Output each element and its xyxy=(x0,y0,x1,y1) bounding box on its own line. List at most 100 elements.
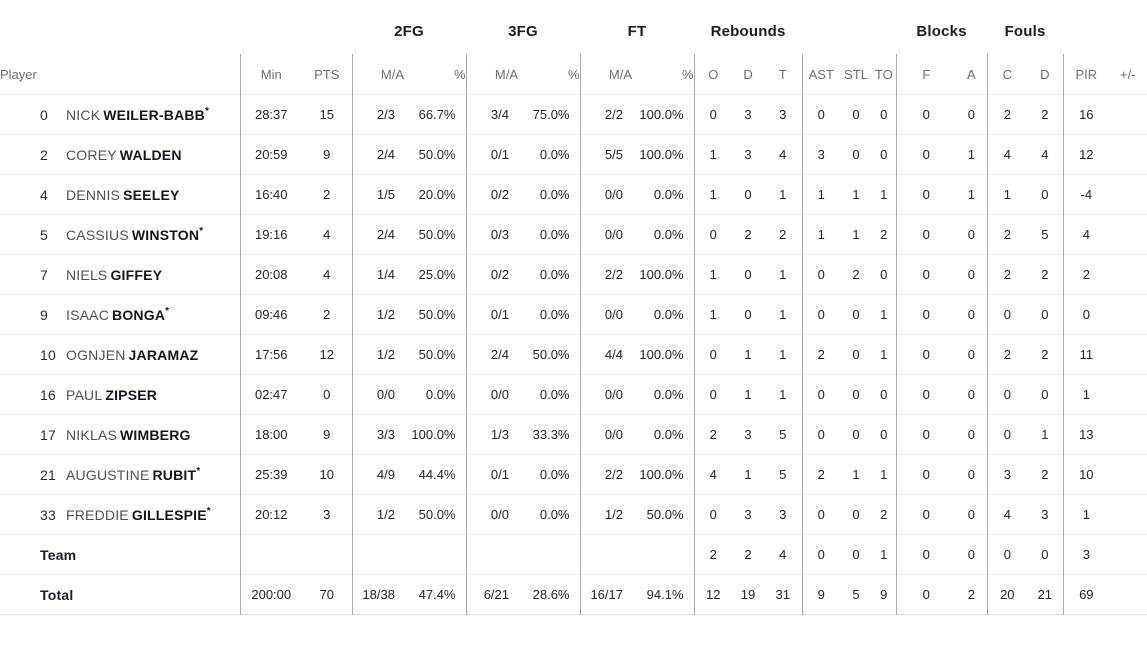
table-header: 2FG 3FG FT Rebounds Blocks Fouls Player … xyxy=(0,8,1147,95)
plus-minus-cell xyxy=(1109,294,1147,335)
min-cell: 20:12 xyxy=(239,494,302,535)
3fg-ma-cell: 0/1 xyxy=(465,454,518,495)
reb-d-cell: 1 xyxy=(744,467,752,482)
player-cell: 33 FREDDIE GILLESPIE* xyxy=(0,495,240,535)
player-first-name: NIKLAS xyxy=(66,426,117,443)
to-cell: 0 xyxy=(880,387,888,402)
2fg-pct-cell: 50.0% xyxy=(418,307,456,322)
reb-t-cell: 4 xyxy=(779,147,787,162)
foul-c-cell: 2 xyxy=(986,214,1028,255)
foul-c-cell: 0 xyxy=(986,374,1028,415)
foul-c-cell: 0 xyxy=(986,534,1028,575)
table-row: Total 200:00 70 18/38 47.4% 6/21 28.6% 1… xyxy=(0,574,1147,615)
ft-ma-cell: 0/0 xyxy=(579,214,632,255)
blk-f-cell: 0 xyxy=(895,414,957,455)
2fg-ma-cell: 3/3 xyxy=(351,414,404,455)
plus-minus-cell xyxy=(1109,134,1147,175)
pts-cell: 9 xyxy=(323,427,331,442)
player-cell: 10 OGNJEN JARAMAZ xyxy=(0,335,240,375)
blk-f-cell: 0 xyxy=(895,254,957,295)
to-cell: 1 xyxy=(880,187,888,202)
min-cell: 19:16 xyxy=(239,214,302,255)
reb-t-cell: 1 xyxy=(779,347,787,362)
reb-o-cell: 1 xyxy=(693,294,733,335)
starter-mark: * xyxy=(206,505,211,517)
stl-cell: 0 xyxy=(852,507,860,522)
to-cell: 1 xyxy=(880,347,888,362)
plus-minus-cell xyxy=(1109,534,1147,575)
ft-pct-cell: 0.0% xyxy=(653,187,684,202)
pir-cell: 1 xyxy=(1062,494,1110,535)
3fg-pct-cell: 0.0% xyxy=(539,227,570,242)
2fg-ma-cell: 1/2 xyxy=(351,294,404,335)
min-cell: 20:59 xyxy=(239,134,302,175)
ft-pct-cell: 94.1% xyxy=(646,587,684,602)
blk-f-cell: 0 xyxy=(895,534,957,575)
3fg-pct-cell: 50.0% xyxy=(532,347,570,362)
blk-a-cell: 0 xyxy=(967,107,975,122)
3fg-pct-cell: 0.0% xyxy=(539,147,570,162)
col-header-foul-c: C xyxy=(986,54,1028,95)
ast-cell: 0 xyxy=(801,374,841,415)
3fg-pct-cell: 33.3% xyxy=(532,427,570,442)
2fg-ma-cell: 0/0 xyxy=(351,374,404,415)
plus-minus-cell xyxy=(1109,454,1147,495)
player-last-name: WINSTON xyxy=(131,226,200,243)
2fg-pct-cell: 66.7% xyxy=(418,107,456,122)
pts-cell: 9 xyxy=(323,147,331,162)
reb-o-cell: 0 xyxy=(693,94,733,135)
reb-t-cell: 1 xyxy=(779,187,787,202)
to-cell: 1 xyxy=(880,307,888,322)
ft-ma-cell: 4/4 xyxy=(579,334,632,375)
player-first-name: ISAAC xyxy=(66,306,110,323)
reb-d-cell: 0 xyxy=(744,307,752,322)
group-spacer-pir xyxy=(1063,8,1147,54)
ft-ma-cell: 0/0 xyxy=(579,294,632,335)
pir-cell: 0 xyxy=(1062,294,1110,335)
min-cell: 25:39 xyxy=(239,454,302,495)
player-cell: 21 AUGUSTINE RUBIT* xyxy=(0,455,240,495)
blk-f-cell: 0 xyxy=(895,214,957,255)
ast-cell: 0 xyxy=(801,294,841,335)
foul-d-cell: 4 xyxy=(1041,147,1049,162)
2fg-pct-cell: 50.0% xyxy=(418,147,456,162)
min-cell: 20:08 xyxy=(239,254,302,295)
3fg-pct-cell: 0.0% xyxy=(539,307,570,322)
reb-o-cell: 1 xyxy=(693,134,733,175)
col-header-3fg-ma: M/A xyxy=(465,54,518,95)
ft-ma-cell: 2/2 xyxy=(579,454,632,495)
player-first-name: OGNJEN xyxy=(66,346,126,363)
pts-cell: 70 xyxy=(319,587,334,602)
3fg-ma-cell: 0/0 xyxy=(465,374,518,415)
pir-cell: 3 xyxy=(1062,534,1110,575)
pts-cell: 12 xyxy=(319,347,334,362)
ast-cell: 2 xyxy=(801,334,841,375)
col-header-reb-t: T xyxy=(778,66,787,82)
col-header-to: TO xyxy=(874,66,893,82)
to-cell: 1 xyxy=(880,547,888,562)
blk-a-cell: 0 xyxy=(967,467,975,482)
blk-a-cell: 0 xyxy=(967,547,975,562)
row-label: Total xyxy=(40,586,74,603)
reb-t-cell: 31 xyxy=(775,587,791,602)
to-cell: 0 xyxy=(880,147,888,162)
foul-d-cell: 2 xyxy=(1041,347,1049,362)
reb-o-cell: 4 xyxy=(693,454,733,495)
ft-ma-cell: 0/0 xyxy=(579,174,632,215)
pir-cell: 10 xyxy=(1062,454,1110,495)
min-cell xyxy=(239,534,302,575)
player-last-name: SEELEY xyxy=(123,186,180,203)
foul-d-cell: 5 xyxy=(1041,227,1049,242)
stl-cell: 2 xyxy=(852,267,860,282)
2fg-pct-cell: 0.0% xyxy=(425,387,456,402)
ast-cell: 1 xyxy=(801,174,841,215)
reb-t-cell: 5 xyxy=(779,427,787,442)
to-cell: 2 xyxy=(880,507,888,522)
table-row: 10 OGNJEN JARAMAZ 17:56 12 1/2 50.0% 2/4 5… xyxy=(0,334,1147,375)
col-header-blk-f: F xyxy=(895,54,957,95)
foul-d-cell: 0 xyxy=(1041,187,1049,202)
column-header-row: Player Min PTS M/A % M/A % M/A % O D T A… xyxy=(0,54,1147,95)
2fg-ma-cell: 4/9 xyxy=(351,454,404,495)
reb-o-cell: 1 xyxy=(693,174,733,215)
ft-pct-cell: 100.0% xyxy=(639,267,684,282)
